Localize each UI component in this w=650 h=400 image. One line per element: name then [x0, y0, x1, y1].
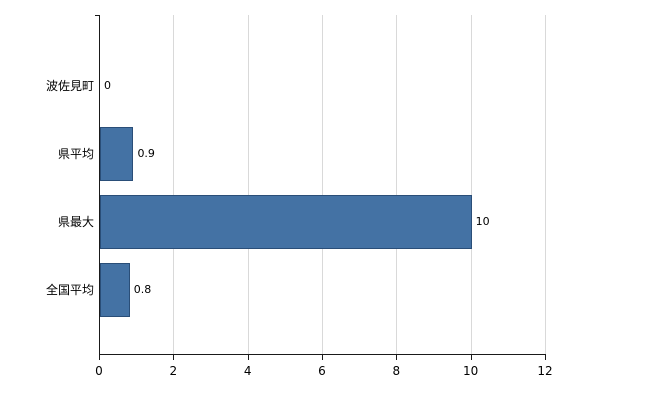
bar-value-label: 0: [104, 79, 111, 92]
x-axis-tick: [322, 354, 323, 360]
bar: [100, 195, 472, 249]
plot-area: 0 0.9 10 0.8: [99, 15, 546, 355]
x-gridline: [173, 15, 175, 354]
category-label: 全国平均: [45, 283, 94, 297]
x-axis-tick: [396, 354, 398, 360]
bar: [100, 127, 134, 181]
category-label: 波佐見町: [45, 79, 94, 93]
category-label: 県最大: [57, 215, 94, 229]
bar-value-label: 10: [475, 215, 490, 228]
category-label: 県平均: [57, 147, 94, 161]
x-axis-tick: [99, 354, 100, 360]
x-axis-tick: [470, 354, 472, 360]
x-axis-tick-label: 6: [318, 364, 326, 378]
x-gridline: [470, 15, 472, 354]
x-gridline: [396, 15, 398, 354]
x-axis-tick-label: 0: [95, 364, 103, 378]
x-axis-tick-label: 10: [463, 364, 479, 378]
x-axis-tick: [247, 354, 249, 360]
bar: [100, 263, 130, 317]
bar-value-label: 0.8: [133, 283, 152, 296]
x-axis-tick-label: 2: [169, 364, 178, 378]
bar-value-label: 0.9: [137, 147, 155, 160]
x-axis-tick-label: 12: [537, 364, 553, 378]
x-gridline: [247, 15, 249, 354]
x-axis-tick: [173, 354, 175, 360]
x-axis-tick-label: 4: [243, 364, 252, 378]
x-axis-tick-label: 8: [392, 364, 401, 378]
x-gridline: [545, 15, 546, 354]
y-axis-tick: [95, 15, 99, 16]
x-axis-tick: [545, 354, 546, 360]
x-gridline: [322, 15, 323, 354]
